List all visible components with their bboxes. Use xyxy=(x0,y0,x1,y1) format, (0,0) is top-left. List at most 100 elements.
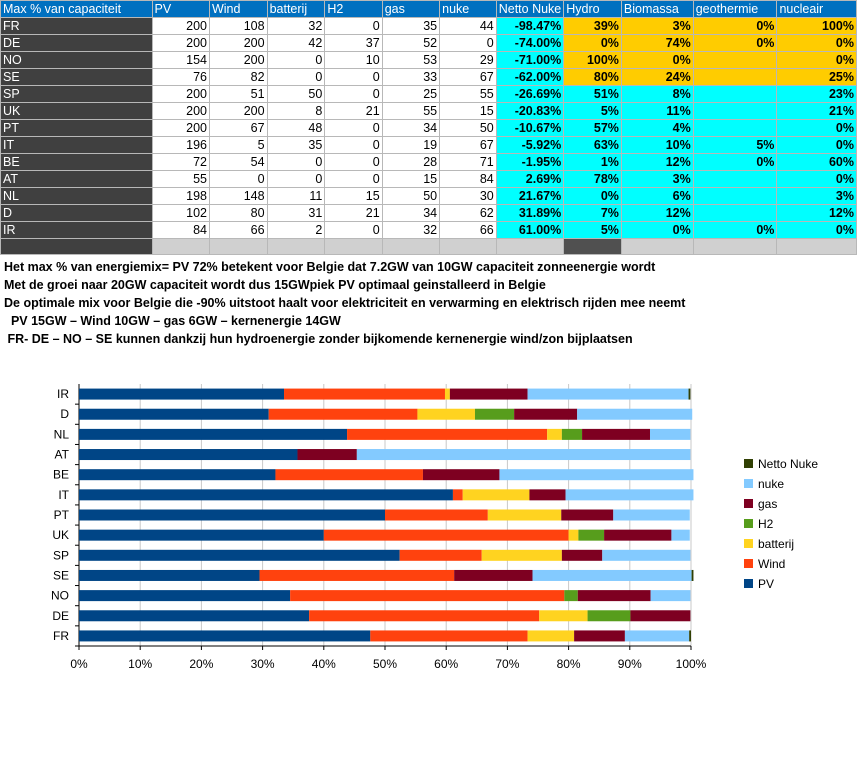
bar-segment-batterij-it xyxy=(462,489,530,501)
y-tick-label: DE xyxy=(52,609,69,623)
bat-cell: 8 xyxy=(266,102,326,120)
bar-segment-gas-pt xyxy=(561,509,614,521)
bar-segment-nuke-it xyxy=(565,489,694,501)
bar-segment-wind-ir xyxy=(284,388,445,400)
y-tick-label: AT xyxy=(55,448,70,462)
nuke-cell: 67 xyxy=(439,136,497,154)
bar-segment-wind-se xyxy=(259,569,455,581)
netto-nuke-cell: 61.00% xyxy=(495,221,565,239)
nuke-cell: 55 xyxy=(439,85,497,103)
x-tick-label: 50% xyxy=(373,657,397,671)
geothermie-cell: 0% xyxy=(692,34,778,52)
gas-cell: 55 xyxy=(381,102,441,120)
bar-segment-nuke-se xyxy=(532,569,692,581)
legend-label: Wind xyxy=(758,557,785,571)
h2-cell: 37 xyxy=(324,34,383,52)
bar-segment-gas-fr xyxy=(574,630,625,642)
bar-segment-nuke-no xyxy=(650,590,691,602)
bar-segment-h2-no xyxy=(564,590,578,602)
nucleair-cell: 21% xyxy=(776,102,857,120)
bat-cell: 35 xyxy=(266,136,326,154)
bar-segment-pv-no xyxy=(79,590,291,602)
bat-cell: 31 xyxy=(266,204,326,222)
bar-segment-batterij-nl xyxy=(547,428,562,440)
country-cell: DE xyxy=(0,34,153,52)
bat-cell: 2 xyxy=(266,221,326,239)
x-tick-label: 20% xyxy=(189,657,213,671)
wind-cell: 51 xyxy=(208,85,268,103)
column-header: batterij xyxy=(266,0,326,18)
y-tick-label: IR xyxy=(57,387,69,401)
y-tick-label: NL xyxy=(54,427,70,441)
country-cell: SP xyxy=(0,85,153,103)
geothermie-cell: 0% xyxy=(692,221,778,239)
nucleair-cell: 60% xyxy=(776,153,857,171)
nucleair-cell: 3% xyxy=(776,187,857,205)
table-row: FR 200 108 32 0 35 44 -98.47% 39% 3% 0% 100% xyxy=(0,17,857,35)
hydro-cell: 0% xyxy=(563,34,622,52)
capacity-table: Max % van capaciteit PV Wind batterij H2 gas n… xyxy=(0,0,857,255)
column-header: nucleair xyxy=(776,0,857,18)
nuke-cell: 29 xyxy=(439,51,497,69)
gas-cell: 50 xyxy=(381,187,441,205)
bar-segment-gas-it xyxy=(529,489,566,501)
nucleair-cell: 0% xyxy=(776,221,857,239)
gas-cell: 33 xyxy=(381,68,441,86)
legend-swatch-gas xyxy=(744,499,753,508)
table-row: UK 200 200 8 21 55 15 -20.83% 5% 11% 21% xyxy=(0,102,857,120)
bar-segment-pv-ir xyxy=(79,388,285,400)
netto-nuke-cell: -71.00% xyxy=(495,51,565,69)
table-row: SE 76 82 0 0 33 67 -62.00% 80% 24% 25% xyxy=(0,68,857,86)
empty-cell xyxy=(620,238,694,255)
bar-segment-wind-fr xyxy=(370,630,528,642)
netto-nuke-cell: -20.83% xyxy=(495,102,565,120)
wind-cell: 66 xyxy=(208,221,268,239)
gas-cell: 35 xyxy=(381,17,441,35)
table-row: D 102 80 31 21 34 62 31.89% 7% 12% 12% xyxy=(0,204,857,222)
geothermie-cell: 0% xyxy=(692,153,778,171)
bar-segment-nuke-fr xyxy=(624,630,690,642)
legend-label: H2 xyxy=(758,517,774,531)
hydro-cell: 1% xyxy=(563,153,622,171)
bat-cell: 11 xyxy=(266,187,326,205)
empty-cell xyxy=(495,238,565,255)
column-header: Wind xyxy=(208,0,268,18)
netto-nuke-cell: -62.00% xyxy=(495,68,565,86)
column-header: Max % van capaciteit xyxy=(0,0,153,18)
table-row: NO 154 200 0 10 53 29 -71.00% 100% 0% 0% xyxy=(0,51,857,69)
y-tick-label: SE xyxy=(53,568,69,582)
bar-segment-pv-pt xyxy=(79,509,385,521)
netto-nuke-cell: -98.47% xyxy=(495,17,565,35)
x-tick-label: 70% xyxy=(495,657,519,671)
bar-segment-wind-sp xyxy=(399,549,482,561)
wind-cell: 148 xyxy=(208,187,268,205)
bar-segment-wind-it xyxy=(452,489,463,501)
nucleair-cell: 100% xyxy=(776,17,857,35)
x-tick-label: 10% xyxy=(128,657,152,671)
legend-label: PV xyxy=(758,577,774,591)
country-cell: IR xyxy=(0,221,153,239)
geothermie-cell xyxy=(692,204,778,222)
bar-segment-batterij-d xyxy=(417,408,475,420)
legend-swatch-nuke xyxy=(744,479,753,488)
bar-segment-gas-de xyxy=(630,610,691,622)
biomassa-cell: 24% xyxy=(620,68,694,86)
gas-cell: 25 xyxy=(381,85,441,103)
notes-block: Het max % van energiemix= PV 72% beteken… xyxy=(4,258,685,348)
note-line: FR- DE – NO – SE kunnen dankzij hun hydr… xyxy=(4,332,633,346)
bar-segment-pv-be xyxy=(79,469,276,481)
biomassa-cell: 12% xyxy=(620,204,694,222)
bar-segment-gas-at xyxy=(297,449,357,461)
nucleair-cell: 0% xyxy=(776,136,857,154)
pv-cell: 76 xyxy=(151,68,210,86)
nucleair-cell: 23% xyxy=(776,85,857,103)
pv-cell: 200 xyxy=(151,34,210,52)
geothermie-cell xyxy=(692,102,778,120)
bar-segment-nuke-d xyxy=(577,408,693,420)
legend-label: batterij xyxy=(758,537,794,551)
table-row: PT 200 67 48 0 34 50 -10.67% 57% 4% 0% xyxy=(0,119,857,137)
geothermie-cell xyxy=(692,51,778,69)
country-cell: NL xyxy=(0,187,153,205)
wind-cell: 200 xyxy=(208,51,268,69)
country-cell: BE xyxy=(0,153,153,171)
